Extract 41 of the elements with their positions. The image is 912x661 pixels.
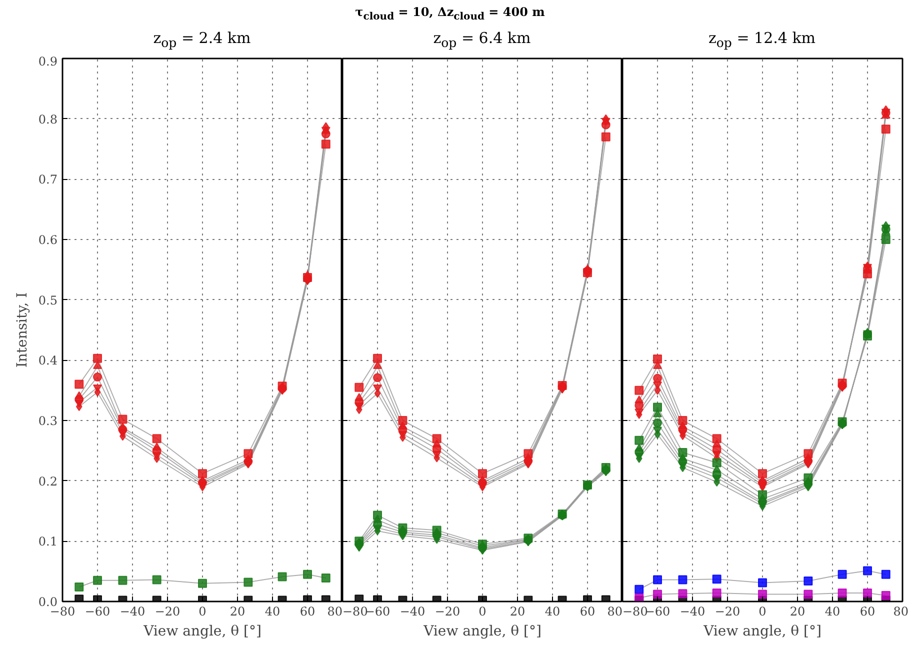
x-tick-label: 80 bbox=[607, 604, 623, 618]
y-tick-label: 0.3 bbox=[38, 414, 58, 428]
x-tick-label: 40 bbox=[824, 604, 840, 618]
x-tick-label: −20 bbox=[154, 604, 180, 618]
x-tick-label: −60 bbox=[84, 604, 110, 618]
x-tick-label: −80 bbox=[622, 604, 648, 618]
y-axis-title: Intensity, I bbox=[14, 292, 30, 368]
y-tick-label: 0.6 bbox=[38, 233, 58, 247]
chart-title: z$_{op}$ = 12.4 km bbox=[708, 28, 816, 52]
y-tick-label: 0.9 bbox=[38, 54, 58, 68]
y-tick-label: 0.2 bbox=[38, 474, 58, 488]
x-tick-label: 40 bbox=[544, 604, 560, 618]
x-tick-label: 80 bbox=[893, 604, 909, 618]
x-tick-label: 60 bbox=[860, 604, 876, 618]
x-tick-label: 80 bbox=[327, 604, 343, 618]
chart-title: z$_{op}$ = 6.4 km bbox=[433, 28, 531, 52]
x-tick-label: −40 bbox=[680, 604, 706, 618]
y-tick-label: 0.7 bbox=[38, 172, 58, 187]
x-tick-label: −40 bbox=[400, 604, 426, 618]
text: τ$_{cloud}$ = 10, Δz$_{cloud}$ = 400 m bbox=[355, 4, 545, 24]
x-tick-label: 0 bbox=[758, 604, 766, 618]
x-tick-label: 40 bbox=[264, 604, 280, 618]
y-tick-label: 0.8 bbox=[38, 112, 58, 126]
y-tick-label: 0.5 bbox=[38, 293, 58, 308]
x-tick-label: 20 bbox=[230, 604, 246, 618]
x-axis-title: View angle, θ [°] bbox=[142, 624, 262, 640]
y-tick-label: 0.4 bbox=[38, 354, 58, 368]
x-tick-label: −40 bbox=[120, 604, 146, 618]
x-axis-title: View angle, θ [°] bbox=[702, 624, 822, 640]
x-tick-label: 20 bbox=[790, 604, 806, 618]
chart-title: z$_{op}$ = 2.4 km bbox=[153, 28, 251, 52]
x-tick-label: 0 bbox=[478, 604, 486, 618]
y-tick-label: 0.1 bbox=[38, 534, 58, 549]
x-tick-label: 20 bbox=[510, 604, 526, 618]
x-tick-label: 60 bbox=[580, 604, 596, 618]
x-tick-label: −20 bbox=[434, 604, 460, 618]
x-axis-title: View angle, θ [°] bbox=[422, 624, 542, 640]
x-tick-label: 60 bbox=[300, 604, 316, 618]
x-tick-label: −20 bbox=[714, 604, 740, 618]
x-tick-label: −80 bbox=[342, 604, 368, 618]
x-tick-label: 0 bbox=[198, 604, 206, 618]
